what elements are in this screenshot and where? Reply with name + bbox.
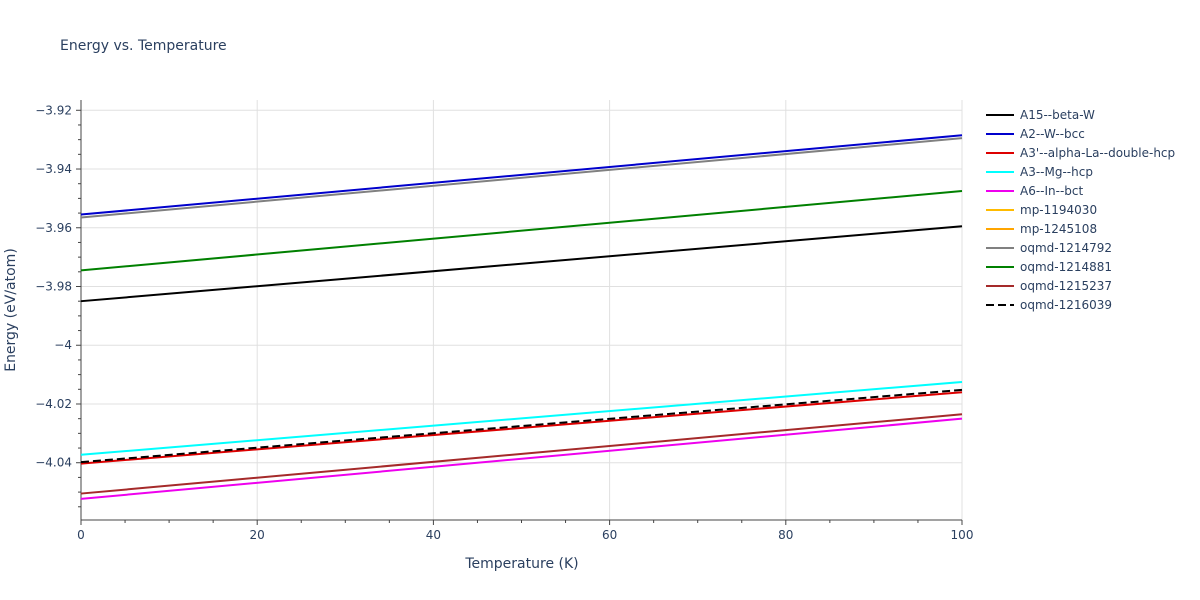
legend-label: A2--W--bcc [1020, 127, 1085, 141]
legend-label: mp-1194030 [1020, 203, 1097, 217]
series-line-a2-w-bcc [80, 134, 963, 216]
legend-label: A3--Mg--hcp [1020, 165, 1093, 179]
tick-labels: 0 20 40 60 80 100 −3.92 −3.94 −3.96 −3.98 −4 −4.02 −… [35, 103, 973, 542]
x-tick-label: 0 [77, 528, 85, 542]
legend-label: mp-1245108 [1020, 222, 1097, 236]
y-tick-label: −4.02 [35, 397, 72, 411]
chart-title: Energy vs. Temperature [60, 38, 227, 54]
y-tick-label: −4.04 [35, 456, 72, 470]
x-axis-title: Temperature (K) [464, 556, 578, 572]
grid-lines [81, 100, 963, 520]
y-axis-title: Energy (eV/atom) [3, 248, 19, 372]
series-line-oqmd-1216039 [80, 388, 963, 464]
plot-series [80, 134, 963, 500]
x-tick-label: 20 [250, 528, 265, 542]
series-line-oqmd-1214792 [80, 137, 963, 219]
legend-label: oqmd-1214881 [1020, 260, 1112, 274]
legend: A15--beta-W A2--W--bcc A3'--alpha-La--doub… [986, 108, 1175, 312]
legend-label: oqmd-1216039 [1020, 298, 1112, 312]
x-tick-label: 40 [426, 528, 441, 542]
series-line-a3-alpha-la-double-hcp [80, 391, 963, 465]
x-tick-label: 80 [778, 528, 793, 542]
legend-label: A15--beta-W [1020, 108, 1095, 122]
y-tick-label: −3.98 [35, 280, 72, 294]
series-line-a6-in-bct [80, 417, 963, 500]
series-line-a15-beta-w [80, 225, 963, 303]
axes [76, 100, 963, 525]
legend-label: A6--In--bct [1020, 184, 1084, 198]
x-tick-label: 60 [602, 528, 617, 542]
y-tick-label: −3.96 [35, 221, 72, 235]
y-tick-label: −3.94 [35, 162, 72, 176]
legend-label: A3'--alpha-La--double-hcp [1020, 146, 1175, 160]
series-line-a3-mg-hcp [80, 380, 963, 456]
series-line-oqmd-1215237 [80, 413, 963, 495]
legend-label: oqmd-1214792 [1020, 241, 1112, 255]
x-tick-label: 100 [951, 528, 974, 542]
series-line-oqmd-1214881 [80, 190, 963, 272]
y-tick-label: −3.92 [35, 103, 72, 117]
y-tick-label: −4 [54, 338, 72, 352]
legend-label: oqmd-1215237 [1020, 279, 1112, 293]
